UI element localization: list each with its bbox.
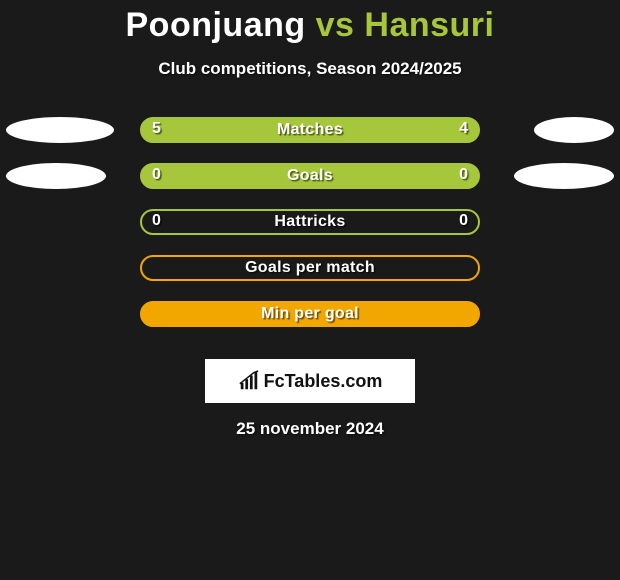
chart-icon [238, 370, 260, 392]
stat-value-left: 0 [152, 212, 161, 230]
page-title: Poonjuang vs Hansuri [0, 0, 620, 45]
oval-left [6, 163, 106, 189]
player2-name: Hansuri [364, 6, 494, 44]
oval-left [6, 117, 114, 143]
stat-value-right: 4 [459, 120, 468, 138]
oval-right [514, 163, 614, 189]
stat-label: Min per goal [261, 305, 359, 323]
stat-row: Goals 0 0 [0, 163, 620, 209]
stat-label: Matches [277, 121, 343, 139]
stat-value-left: 0 [152, 166, 161, 184]
logo-box: FcTables.com [205, 359, 415, 403]
stat-row: Matches 5 4 [0, 117, 620, 163]
date-text: 25 november 2024 [0, 419, 620, 439]
player1-name: Poonjuang [126, 6, 306, 44]
logo-text: FcTables.com [264, 371, 383, 392]
stat-bar: Goals [140, 163, 480, 189]
stats-rows: Matches 5 4 Goals 0 0 Hattricks 0 0 Goals per mat… [0, 117, 620, 347]
stat-label: Hattricks [274, 213, 345, 231]
stat-value-left: 5 [152, 120, 161, 138]
subtitle: Club competitions, Season 2024/2025 [0, 59, 620, 79]
stat-bar: Min per goal [140, 301, 480, 327]
stat-value-right: 0 [459, 212, 468, 230]
stat-bar: Hattricks [140, 209, 480, 235]
stat-row: Min per goal [0, 301, 620, 347]
vs-text: vs [316, 6, 355, 44]
stat-row: Hattricks 0 0 [0, 209, 620, 255]
stat-label: Goals per match [245, 259, 375, 277]
stat-value-right: 0 [459, 166, 468, 184]
stat-label: Goals [287, 167, 333, 185]
stat-bar: Goals per match [140, 255, 480, 281]
stat-bar: Matches [140, 117, 480, 143]
stat-row: Goals per match [0, 255, 620, 301]
oval-right [534, 117, 614, 143]
